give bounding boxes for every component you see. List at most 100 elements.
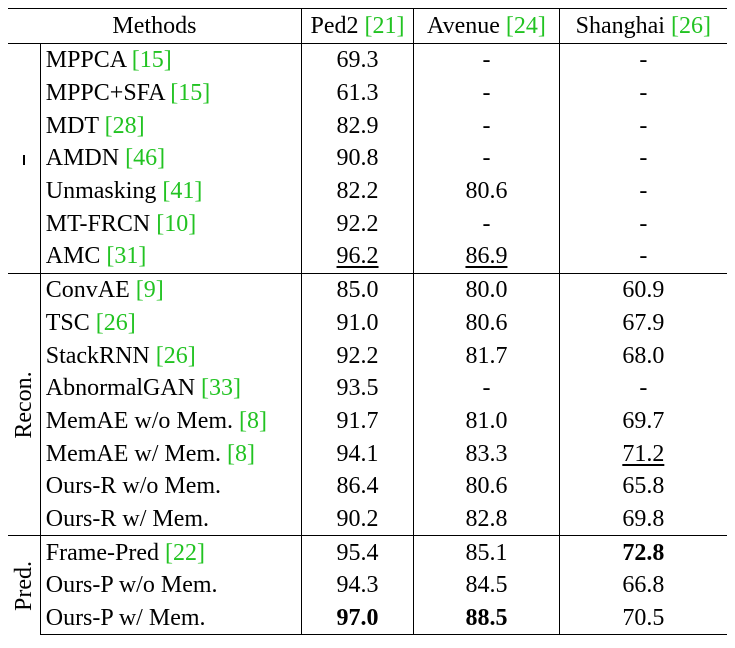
header-shanghai-label: Shanghai: [575, 13, 665, 39]
score-cell-ped2: 96.2: [301, 240, 415, 274]
header-ped2-ref[interactable]: 21: [372, 13, 397, 39]
score-value: 97.0: [336, 605, 379, 632]
score-cell-avenue: -: [413, 371, 560, 405]
method-citation-ref[interactable]: 26: [163, 342, 188, 369]
method-citation-ref[interactable]: 15: [178, 80, 203, 107]
score-value: 85.1: [465, 539, 508, 566]
score-value: 94.1: [336, 440, 379, 467]
score-cell-avenue: -: [413, 207, 560, 241]
score-value: 68.0: [622, 342, 665, 369]
score-value: -: [639, 80, 648, 107]
score-value: 91.7: [336, 407, 379, 434]
header-shanghai-ref[interactable]: 26: [678, 13, 703, 39]
method-name: Ours-P w/o Mem.: [45, 572, 218, 599]
method-citation[interactable]: [8]: [239, 407, 268, 434]
score-cell-shanghai: -: [559, 372, 727, 405]
method-citation[interactable]: [46]: [125, 145, 166, 172]
method-name: MT-FRCN: [45, 210, 151, 237]
score-cell-shanghai: 60.9: [559, 272, 727, 307]
method-citation[interactable]: [26]: [155, 342, 196, 369]
method-citation[interactable]: [15]: [131, 47, 172, 74]
method-name: MemAE w/o Mem.: [45, 407, 234, 434]
table-row: AMDN [46] 90.8 - -: [8, 142, 727, 175]
score-value: 84.5: [465, 572, 508, 599]
score-cell-avenue: 81.0: [413, 404, 560, 438]
score-cell-shanghai: 67.9: [559, 307, 727, 340]
method-citation-ref[interactable]: 41: [170, 178, 195, 205]
score-value: -: [639, 145, 648, 172]
method-citation-ref[interactable]: 22: [173, 539, 198, 566]
score-value: 81.7: [465, 342, 508, 369]
score-cell-avenue: 80.6: [413, 174, 560, 208]
table-row: Ours-R w/o Mem. 86.4 80.6 65.8: [8, 469, 727, 503]
results-table: Methods Ped2 [21] Avenue [24] Shanghai […: [8, 8, 727, 636]
score-cell-shanghai: 69.7: [559, 405, 727, 438]
method-citation-ref[interactable]: 15: [139, 47, 164, 74]
method-citation-ref[interactable]: 31: [114, 243, 139, 270]
method-citation[interactable]: [33]: [201, 375, 242, 402]
method-cell: AbnormalGAN [33]: [40, 371, 302, 405]
score-cell-ped2: 85.0: [301, 272, 415, 307]
method-name: AbnormalGAN: [45, 375, 196, 402]
method-citation-ref[interactable]: 33: [209, 375, 234, 402]
method-citation[interactable]: [26]: [95, 309, 136, 336]
method-citation[interactable]: [10]: [156, 210, 197, 237]
method-citation[interactable]: [9]: [135, 277, 164, 304]
header-ped2-citation[interactable]: [21]: [364, 13, 405, 39]
method-cell: Ours-P w/ Mem.: [40, 601, 302, 636]
method-citation-ref[interactable]: 46: [133, 145, 158, 172]
method-citation-ref[interactable]: 8: [247, 407, 260, 434]
score-cell-ped2: 94.1: [301, 437, 415, 470]
method-citation[interactable]: [41]: [162, 178, 203, 205]
method-citation-ref[interactable]: 8: [235, 440, 248, 467]
method-citation-ref[interactable]: 26: [103, 309, 128, 336]
score-value: 93.5: [336, 375, 379, 402]
header-shanghai: Shanghai [26]: [559, 8, 727, 44]
method-name: MPPC+SFA: [45, 80, 165, 107]
method-name: StackRNN: [45, 342, 150, 369]
score-cell-shanghai: -: [559, 207, 727, 240]
score-cell-ped2: 94.3: [301, 569, 415, 602]
score-cell-shanghai: -: [559, 175, 727, 208]
score-cell-shanghai: 68.0: [559, 339, 727, 372]
method-cell: Unmasking [41]: [40, 174, 302, 208]
method-name: Ours-R w/o Mem.: [45, 473, 222, 500]
score-value: 96.2: [336, 243, 379, 270]
header-avenue-label: Avenue: [427, 13, 500, 39]
method-citation-ref[interactable]: 10: [164, 210, 189, 237]
score-value: 91.0: [336, 309, 379, 336]
header-avenue-ref[interactable]: 24: [513, 13, 538, 39]
method-citation[interactable]: [15]: [170, 80, 211, 107]
method-name: TSC: [45, 309, 90, 336]
method-citation[interactable]: [28]: [104, 112, 145, 139]
score-cell-ped2: 90.2: [301, 502, 415, 536]
method-citation-ref[interactable]: 9: [143, 277, 156, 304]
table-row: StackRNN [26] 92.2 81.7 68.0: [8, 339, 727, 372]
method-cell: ConvAE [9]: [40, 272, 302, 307]
score-value: 83.3: [465, 440, 508, 467]
score-cell-avenue: 83.3: [413, 437, 560, 470]
score-cell-ped2: 61.3: [301, 76, 415, 110]
method-citation[interactable]: [8]: [227, 440, 256, 467]
method-citation[interactable]: [22]: [165, 539, 206, 566]
score-value: 88.5: [465, 605, 508, 632]
header-shanghai-citation[interactable]: [26]: [670, 13, 711, 39]
score-value: 61.3: [336, 80, 379, 107]
table-row: MDT [28] 82.9 - -: [8, 109, 727, 143]
method-cell: AMC [31]: [40, 240, 302, 274]
method-citation-ref[interactable]: 28: [112, 112, 137, 139]
score-value: 92.2: [336, 210, 379, 237]
method-name: MPPCA: [45, 47, 126, 74]
method-cell: MT-FRCN [10]: [40, 207, 302, 241]
table-row: MemAE w/ Mem. [8] 94.1 83.3 71.2: [8, 437, 727, 470]
score-cell-ped2: 69.3: [301, 43, 415, 77]
score-cell-ped2: 91.7: [301, 404, 415, 438]
table-row: Ours-P w/ Mem. 97.0 88.5 70.5: [8, 601, 727, 636]
header-avenue-citation[interactable]: [24]: [505, 13, 546, 39]
score-value: -: [639, 210, 648, 237]
method-citation[interactable]: [31]: [106, 243, 147, 270]
method-name: MemAE w/ Mem.: [45, 440, 222, 467]
score-cell-ped2: 82.2: [301, 174, 415, 208]
score-cell-avenue: 84.5: [413, 569, 560, 602]
table-row: AbnormalGAN [33] 93.5 - -: [8, 371, 727, 405]
